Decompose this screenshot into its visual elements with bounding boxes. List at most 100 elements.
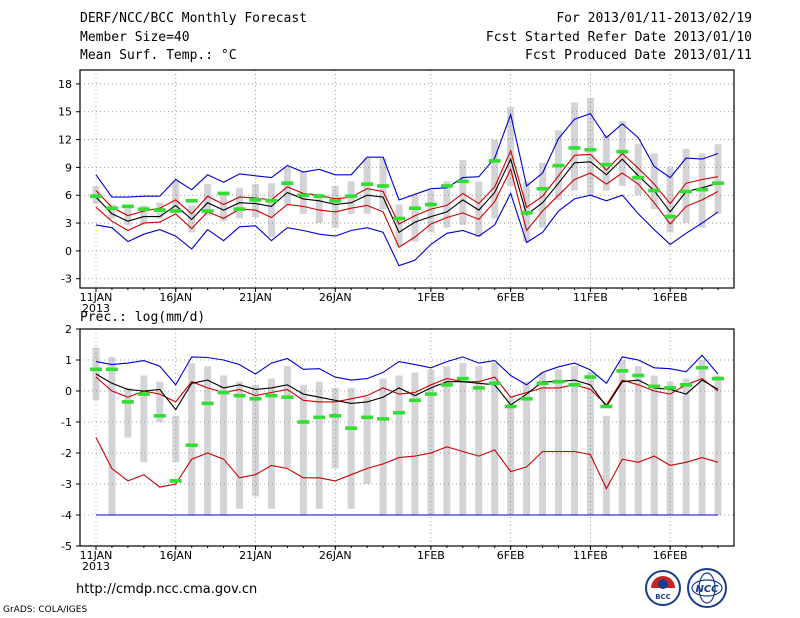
prec-member-range-bar [682,378,690,515]
temp-observed-marker [313,194,326,198]
temp-y-tick-label: 18 [58,78,72,91]
temp-observed-marker [632,175,645,180]
temp-member-range-bar [204,184,212,216]
temp-x-tick-label: 6FEB [497,291,525,304]
prec-observed-marker [408,398,421,403]
temp-x-year-label: 2013 [82,302,110,315]
temp-x-tick-label: 1FEB [417,291,445,304]
prec-x-tick-label: 11FEB [573,549,608,562]
prec-observed-marker [313,415,326,420]
prec-y-tick-label: 2 [65,323,72,336]
temp-member-range-bar [539,162,547,228]
prec-observed-marker [169,479,182,483]
prec-member-range-bar [443,366,451,515]
prec-observed-marker [616,369,629,373]
prec-x-tick-label: 21JAN [239,549,272,562]
prec-observed-marker [233,393,246,398]
temp-member-range-bar [379,158,387,210]
prec-observed-marker [137,392,150,396]
prec-member-range-bar [459,363,467,515]
prec-member-range-bar [363,397,371,484]
temp-observed-marker [680,189,693,194]
temp-observed-marker [345,194,358,198]
prec-observed-marker [281,395,294,399]
temp-observed-marker [297,193,310,198]
temp-observed-marker [536,186,549,191]
temp-y-tick-label: 3 [65,217,72,230]
prec-observed-marker [680,383,693,387]
temp-member-range-bar [267,183,275,237]
prec-observed-marker [504,404,517,409]
prec-member-range-bar [666,381,674,515]
prec-member-range-bar [124,387,132,438]
temp-observed-marker [696,187,709,192]
chart-title: DERF/NCC/BCC Monthly Forecast [80,11,307,26]
prec-observed-marker [329,414,342,418]
temp-observed-marker [393,216,406,221]
temp-observed-marker [648,188,661,193]
temp-y-tick-label: 12 [58,134,72,147]
temp-observed-marker [121,204,134,209]
prec-member-range-bar [411,372,419,515]
temp-x-tick-label: 26JAN [319,291,352,304]
prec-member-range-bar [140,375,148,463]
prec-observed-marker [520,396,533,401]
temp-y-tick-label: 6 [65,189,72,202]
prec-member-range-bar [602,415,610,515]
temp-observed-marker [105,206,118,211]
prec-series-lower-line [95,437,719,490]
temp-member-range-bar [395,204,403,247]
temp-member-range-bar [475,181,483,237]
prec-observed-marker [648,384,661,389]
temp-observed-marker [249,198,262,202]
temp-observed-marker [265,199,278,203]
temp-x-tick-label: 11JAN [80,291,113,304]
prec-y-tick-label: 1 [65,354,72,367]
temp-series-lower-line [95,167,719,249]
prec-observed-marker [456,376,469,381]
prec-observed-marker [297,420,310,424]
temp-member-range-bar [491,139,499,219]
prec-observed-marker [600,404,613,409]
temp-observed-marker [361,182,374,186]
temp-member-range-bar [650,153,658,210]
prec-series-upper-line [95,376,719,406]
temp-observed-marker [488,159,501,163]
prec-x-tick-label: 26JAN [319,549,352,562]
prec-y-tick-label: 0 [65,385,72,398]
prec-member-range-bar [172,415,180,463]
prec-observed-marker [377,417,390,421]
temp-member-range-bar [602,134,610,191]
temp-observed-marker [600,162,613,167]
temp-x-tick-label: 21JAN [239,291,272,304]
prec-member-range-bar [698,360,706,515]
temp-observed-marker [329,199,342,203]
prec-x-tick-label: 16FEB [653,549,688,562]
prec-series-mean-line [95,373,719,411]
temp-member-range-bar [714,144,722,214]
prec-member-range-bar [539,372,547,515]
prec-observed-marker [568,383,581,387]
prec-observed-marker [696,365,709,370]
prec-member-range-bar [236,381,244,509]
prec-member-range-bar [650,375,658,515]
prec-observed-marker [584,375,597,379]
prec-observed-marker [105,367,118,372]
temp-observed-marker [90,194,102,198]
temp-member-range-bar [427,190,435,233]
temp-series-min-line [95,191,719,267]
prec-observed-marker [153,414,166,418]
temp-observed-marker [137,207,150,211]
temp-observed-marker [201,209,214,213]
prec-y-tick-label: -5 [61,540,72,553]
prec-member-range-bar [267,378,275,509]
temp-observed-marker [185,199,198,203]
temp-observed-marker [568,146,581,150]
prec-member-range-bar [299,384,307,515]
prec-observed-marker [712,376,724,381]
temp-observed-marker [584,147,597,152]
prec-member-range-bar [283,366,291,469]
temp-y-tick-label: -3 [61,273,72,286]
variable-label: Mean Surf. Temp.: °C [80,48,237,63]
prec-member-range-bar [379,378,387,515]
